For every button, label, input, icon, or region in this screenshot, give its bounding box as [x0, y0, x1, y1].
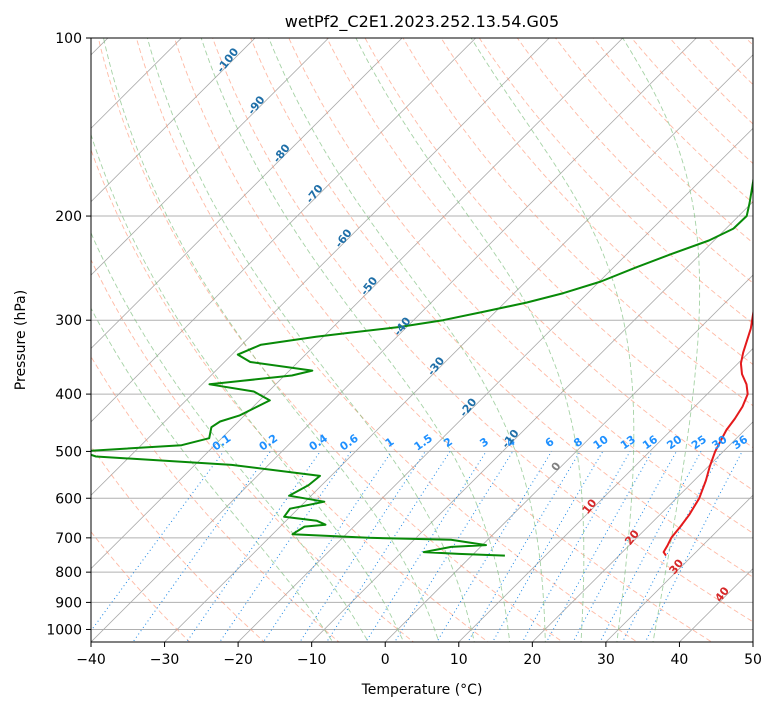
isotherm-line	[91, 38, 624, 570]
y-tick-label: 1000	[46, 622, 82, 638]
y-tick-label: 500	[55, 444, 82, 460]
axes: −40 −30 −20 −10 0 10 20 30 40 50 100 200 300 400 500 60…	[46, 31, 762, 668]
y-tick-label: 400	[55, 387, 82, 403]
isotherm-line	[605, 494, 753, 642]
isotherm-line	[91, 38, 550, 496]
x-tick-label: 40	[671, 652, 689, 668]
moist-adiabat-line	[146, 38, 475, 642]
mixing-ratio-line	[326, 451, 451, 642]
mixing-ratio-line	[467, 451, 581, 642]
dry-adiabat-line	[402, 38, 753, 407]
moist-adiabat-line	[470, 38, 635, 642]
isotherm-line	[91, 38, 477, 423]
mixing-ratio-line	[185, 451, 321, 642]
dry-adiabat-line	[478, 38, 753, 325]
dry-adiabat-line	[91, 531, 191, 642]
moist-adiabat-line	[91, 133, 405, 642]
sounding-series	[91, 175, 753, 557]
x-tick-label: 20	[523, 652, 541, 668]
x-tick-label: −30	[150, 652, 180, 668]
moist-adiabat-line	[268, 38, 546, 642]
mixing-ratio-line	[492, 451, 604, 642]
isotherm-line	[384, 274, 753, 642]
y-axis-label: Pressure (hPa)	[13, 290, 29, 390]
x-tick-label: 30	[597, 652, 615, 668]
y-tick-label: 200	[55, 209, 82, 225]
y-tick-label: 300	[55, 313, 82, 329]
moist-adiabat-line	[91, 231, 369, 642]
dewpoint-profile-line	[91, 175, 753, 557]
dry-adiabat-line	[91, 148, 489, 642]
dry-adiabat-line	[554, 38, 753, 244]
mixing-ratio-line	[299, 451, 426, 642]
plot-frame	[90, 37, 754, 643]
y-tick-label: 700	[55, 531, 82, 547]
x-tick-label: 10	[450, 652, 468, 668]
isotherm-line	[311, 201, 753, 642]
moist-adiabat-line	[103, 38, 440, 642]
x-tick-label: −20	[223, 652, 253, 668]
dry-adiabat-line	[669, 38, 753, 125]
dry-adiabat-line	[91, 258, 415, 642]
y-tick-label: 100	[55, 31, 82, 47]
y-tick-label: 800	[55, 565, 82, 581]
mixing-ratio-line	[132, 451, 271, 642]
isotherm-line	[91, 38, 183, 129]
y-tick-label: 600	[55, 491, 82, 507]
isotherm-line	[91, 38, 256, 203]
isotherm-line	[91, 38, 403, 349]
isotherm-line	[163, 54, 753, 642]
isotherm-line	[458, 347, 753, 642]
moist-adiabat-line	[355, 38, 585, 642]
temperature-profile-line	[662, 308, 753, 557]
moist-adiabat-line	[200, 38, 511, 642]
background-lines	[91, 38, 753, 642]
mixing-ratio-line	[545, 451, 653, 642]
mixing-ratio-line	[262, 451, 393, 642]
mixing-ratio-line	[219, 451, 352, 642]
dry-adiabat-line	[212, 38, 753, 623]
dry-adiabat-line	[288, 38, 753, 534]
dry-adiabat-line	[97, 38, 564, 642]
x-tick-label: 0	[381, 652, 390, 668]
moist-adiabat-line	[91, 307, 334, 642]
mixing-ratio-line	[644, 451, 743, 642]
dry-adiabat-line	[135, 38, 639, 642]
mixing-ratio-line	[436, 451, 553, 642]
isotherm-line	[91, 38, 697, 642]
isotherm-line	[91, 38, 330, 276]
dry-adiabat-line	[250, 38, 753, 578]
chart-title: wetPf2_C2E1.2023.252.13.54.G05	[285, 12, 559, 32]
moist-adiabat-line	[622, 38, 701, 642]
x-axis-label: Temperature (°C)	[361, 682, 483, 698]
x-tick-label: −40	[76, 652, 106, 668]
dry-adiabat-line	[173, 38, 713, 642]
dry-adiabat-line	[326, 38, 753, 491]
dry-adiabat-line	[631, 38, 753, 165]
x-tick-label: 50	[744, 652, 762, 668]
y-tick-label: 900	[55, 595, 82, 611]
isotherm-line	[237, 127, 753, 642]
x-tick-label: −10	[297, 652, 327, 668]
